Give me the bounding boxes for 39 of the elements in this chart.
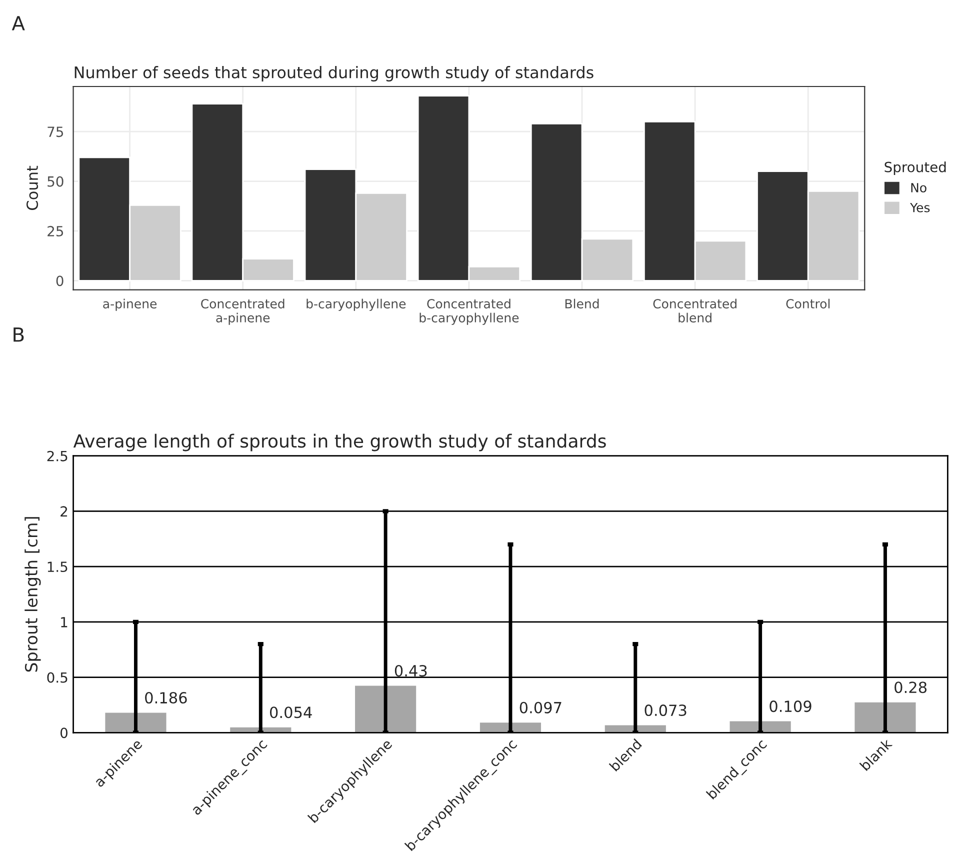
- y-axis-title: Sprout length [cm]: [24, 517, 41, 672]
- text: B: [14, 328, 24, 342]
- bar: [853, 700, 918, 733]
- y-tick-label: 0.5: [47, 672, 68, 683]
- legend-title: Sprouted: [884, 162, 946, 175]
- bar: [478, 721, 542, 733]
- bar: [603, 724, 668, 733]
- y-tick-label: 2: [60, 506, 68, 516]
- legend-label: Yes: [910, 202, 930, 212]
- bar: [354, 684, 418, 733]
- data-label: 0.073: [644, 704, 686, 716]
- x-tick-label: Blend: [565, 298, 599, 308]
- y-tick-label: 25: [48, 226, 64, 236]
- x-tick-label: Concentrated blend: [653, 298, 736, 322]
- y-tick-label: 75: [48, 126, 64, 138]
- x-tick-label: Concentrated a-pinene: [201, 298, 284, 325]
- y-axis-title: Count: [26, 166, 38, 210]
- data-label: 0.054: [270, 706, 312, 718]
- x-tick-label: b-caryophyllene: [306, 298, 406, 311]
- data-label: 0.28: [894, 682, 927, 694]
- y-tick-label: 0: [56, 276, 64, 286]
- x-tick-label: Concentrated b-caryophyllene: [420, 298, 519, 325]
- y-tick-label: 0: [60, 728, 68, 738]
- y-tick-label: 50: [48, 176, 64, 187]
- data-label: 0.186: [145, 692, 187, 704]
- data-label: 0.097: [520, 702, 562, 714]
- chart-title: Number of seeds that sprouted during growth study of standards: [74, 66, 594, 82]
- y-tick-label: 1.5: [48, 562, 68, 572]
- chart-title: Average length of sprouts in the growth study of standards: [73, 434, 606, 452]
- bar: [728, 720, 792, 733]
- x-tick-label: Control: [786, 298, 830, 308]
- bar: [104, 711, 168, 733]
- legend-label: No: [911, 183, 926, 192]
- y-tick-label: 2.5: [47, 450, 68, 462]
- y-tick-label: 1: [61, 617, 68, 628]
- data-label: 0.109: [770, 700, 812, 712]
- data-label: 0.43: [394, 664, 427, 677]
- x-tick-label: a-pinene: [103, 298, 157, 311]
- text: A: [12, 16, 25, 30]
